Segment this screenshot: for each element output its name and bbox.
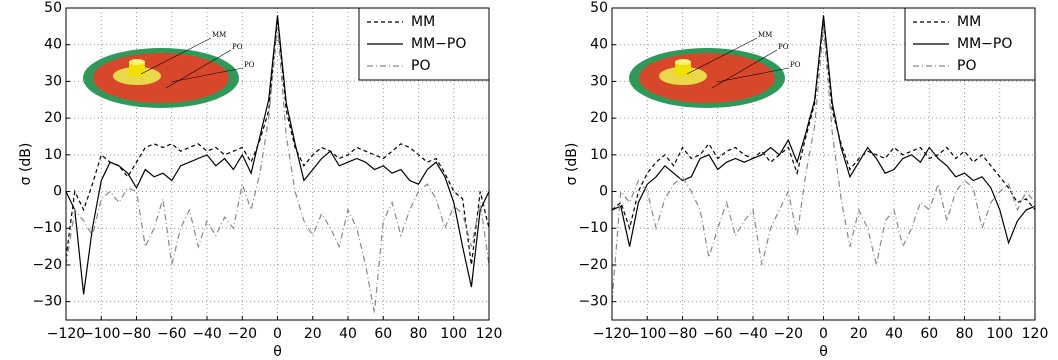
y-axis-label: σ (dB) bbox=[564, 143, 580, 186]
y-tick-label: 20 bbox=[44, 110, 62, 126]
y-tick-label: 10 bbox=[590, 147, 608, 163]
legend-label: MM−PO bbox=[957, 36, 1012, 52]
inset-label: PO bbox=[232, 43, 243, 51]
x-tick-label: −80 bbox=[122, 326, 152, 342]
x-tick-label: 80 bbox=[956, 326, 974, 342]
x-tick-label: −120 bbox=[47, 326, 85, 342]
x-axis-label: θ bbox=[819, 344, 828, 360]
x-tick-label: 0 bbox=[273, 326, 282, 342]
y-tick-label: 50 bbox=[590, 0, 608, 16]
legend-label: MM bbox=[411, 14, 435, 30]
inset-label: PO bbox=[790, 61, 801, 69]
y-tick-label: 40 bbox=[590, 37, 608, 53]
y-tick-label: −20 bbox=[32, 257, 62, 273]
y-tick-label: 0 bbox=[599, 184, 608, 200]
x-tick-label: −120 bbox=[593, 326, 631, 342]
x-tick-label: −20 bbox=[773, 326, 803, 342]
legend-label: PO bbox=[957, 58, 976, 74]
inset-disk bbox=[93, 53, 229, 103]
y-tick-label: 0 bbox=[53, 184, 62, 200]
x-tick-label: 20 bbox=[304, 326, 322, 342]
x-tick-label: 120 bbox=[1022, 326, 1049, 342]
x-tick-label: 60 bbox=[374, 326, 392, 342]
x-tick-label: −20 bbox=[227, 326, 257, 342]
inset-disk bbox=[639, 53, 775, 103]
legend-label: MM bbox=[957, 14, 981, 30]
inset-label: MM bbox=[758, 31, 772, 39]
x-tick-label: 40 bbox=[885, 326, 903, 342]
x-tick-label: 100 bbox=[440, 326, 467, 342]
x-tick-label: −40 bbox=[192, 326, 222, 342]
y-tick-label: 10 bbox=[44, 147, 62, 163]
x-tick-label: 40 bbox=[339, 326, 357, 342]
x-tick-label: 120 bbox=[476, 326, 503, 342]
x-tick-label: 80 bbox=[410, 326, 428, 342]
inset-label: PO bbox=[244, 61, 255, 69]
inset-label: PO bbox=[778, 43, 789, 51]
y-tick-label: 50 bbox=[44, 0, 62, 16]
x-tick-label: −100 bbox=[82, 326, 120, 342]
y-tick-label: 40 bbox=[44, 37, 62, 53]
x-tick-label: 0 bbox=[819, 326, 828, 342]
y-axis-label: σ (dB) bbox=[18, 143, 34, 186]
x-tick-label: −60 bbox=[157, 326, 187, 342]
legend-label: PO bbox=[411, 58, 430, 74]
figure: −30−20−1001020304050−120−100−80−60−40−20… bbox=[0, 0, 1058, 360]
y-tick-label: −30 bbox=[578, 294, 608, 310]
y-tick-label: −30 bbox=[32, 294, 62, 310]
x-axis-label: θ bbox=[273, 344, 282, 360]
y-tick-label: −10 bbox=[32, 220, 62, 236]
legend-label: MM−PO bbox=[411, 36, 466, 52]
y-tick-label: 30 bbox=[44, 73, 62, 89]
x-tick-label: 20 bbox=[850, 326, 868, 342]
x-tick-label: −80 bbox=[668, 326, 698, 342]
y-tick-label: 20 bbox=[590, 110, 608, 126]
y-tick-label: −10 bbox=[578, 220, 608, 236]
y-tick-label: 30 bbox=[590, 73, 608, 89]
x-tick-label: 60 bbox=[920, 326, 938, 342]
inset-post-top bbox=[129, 59, 145, 65]
x-tick-label: 100 bbox=[986, 326, 1013, 342]
inset-label: MM bbox=[212, 31, 226, 39]
y-tick-label: −20 bbox=[578, 257, 608, 273]
x-tick-label: −40 bbox=[738, 326, 768, 342]
inset-post-top bbox=[675, 59, 691, 65]
x-tick-label: −60 bbox=[703, 326, 733, 342]
x-tick-label: −100 bbox=[628, 326, 666, 342]
